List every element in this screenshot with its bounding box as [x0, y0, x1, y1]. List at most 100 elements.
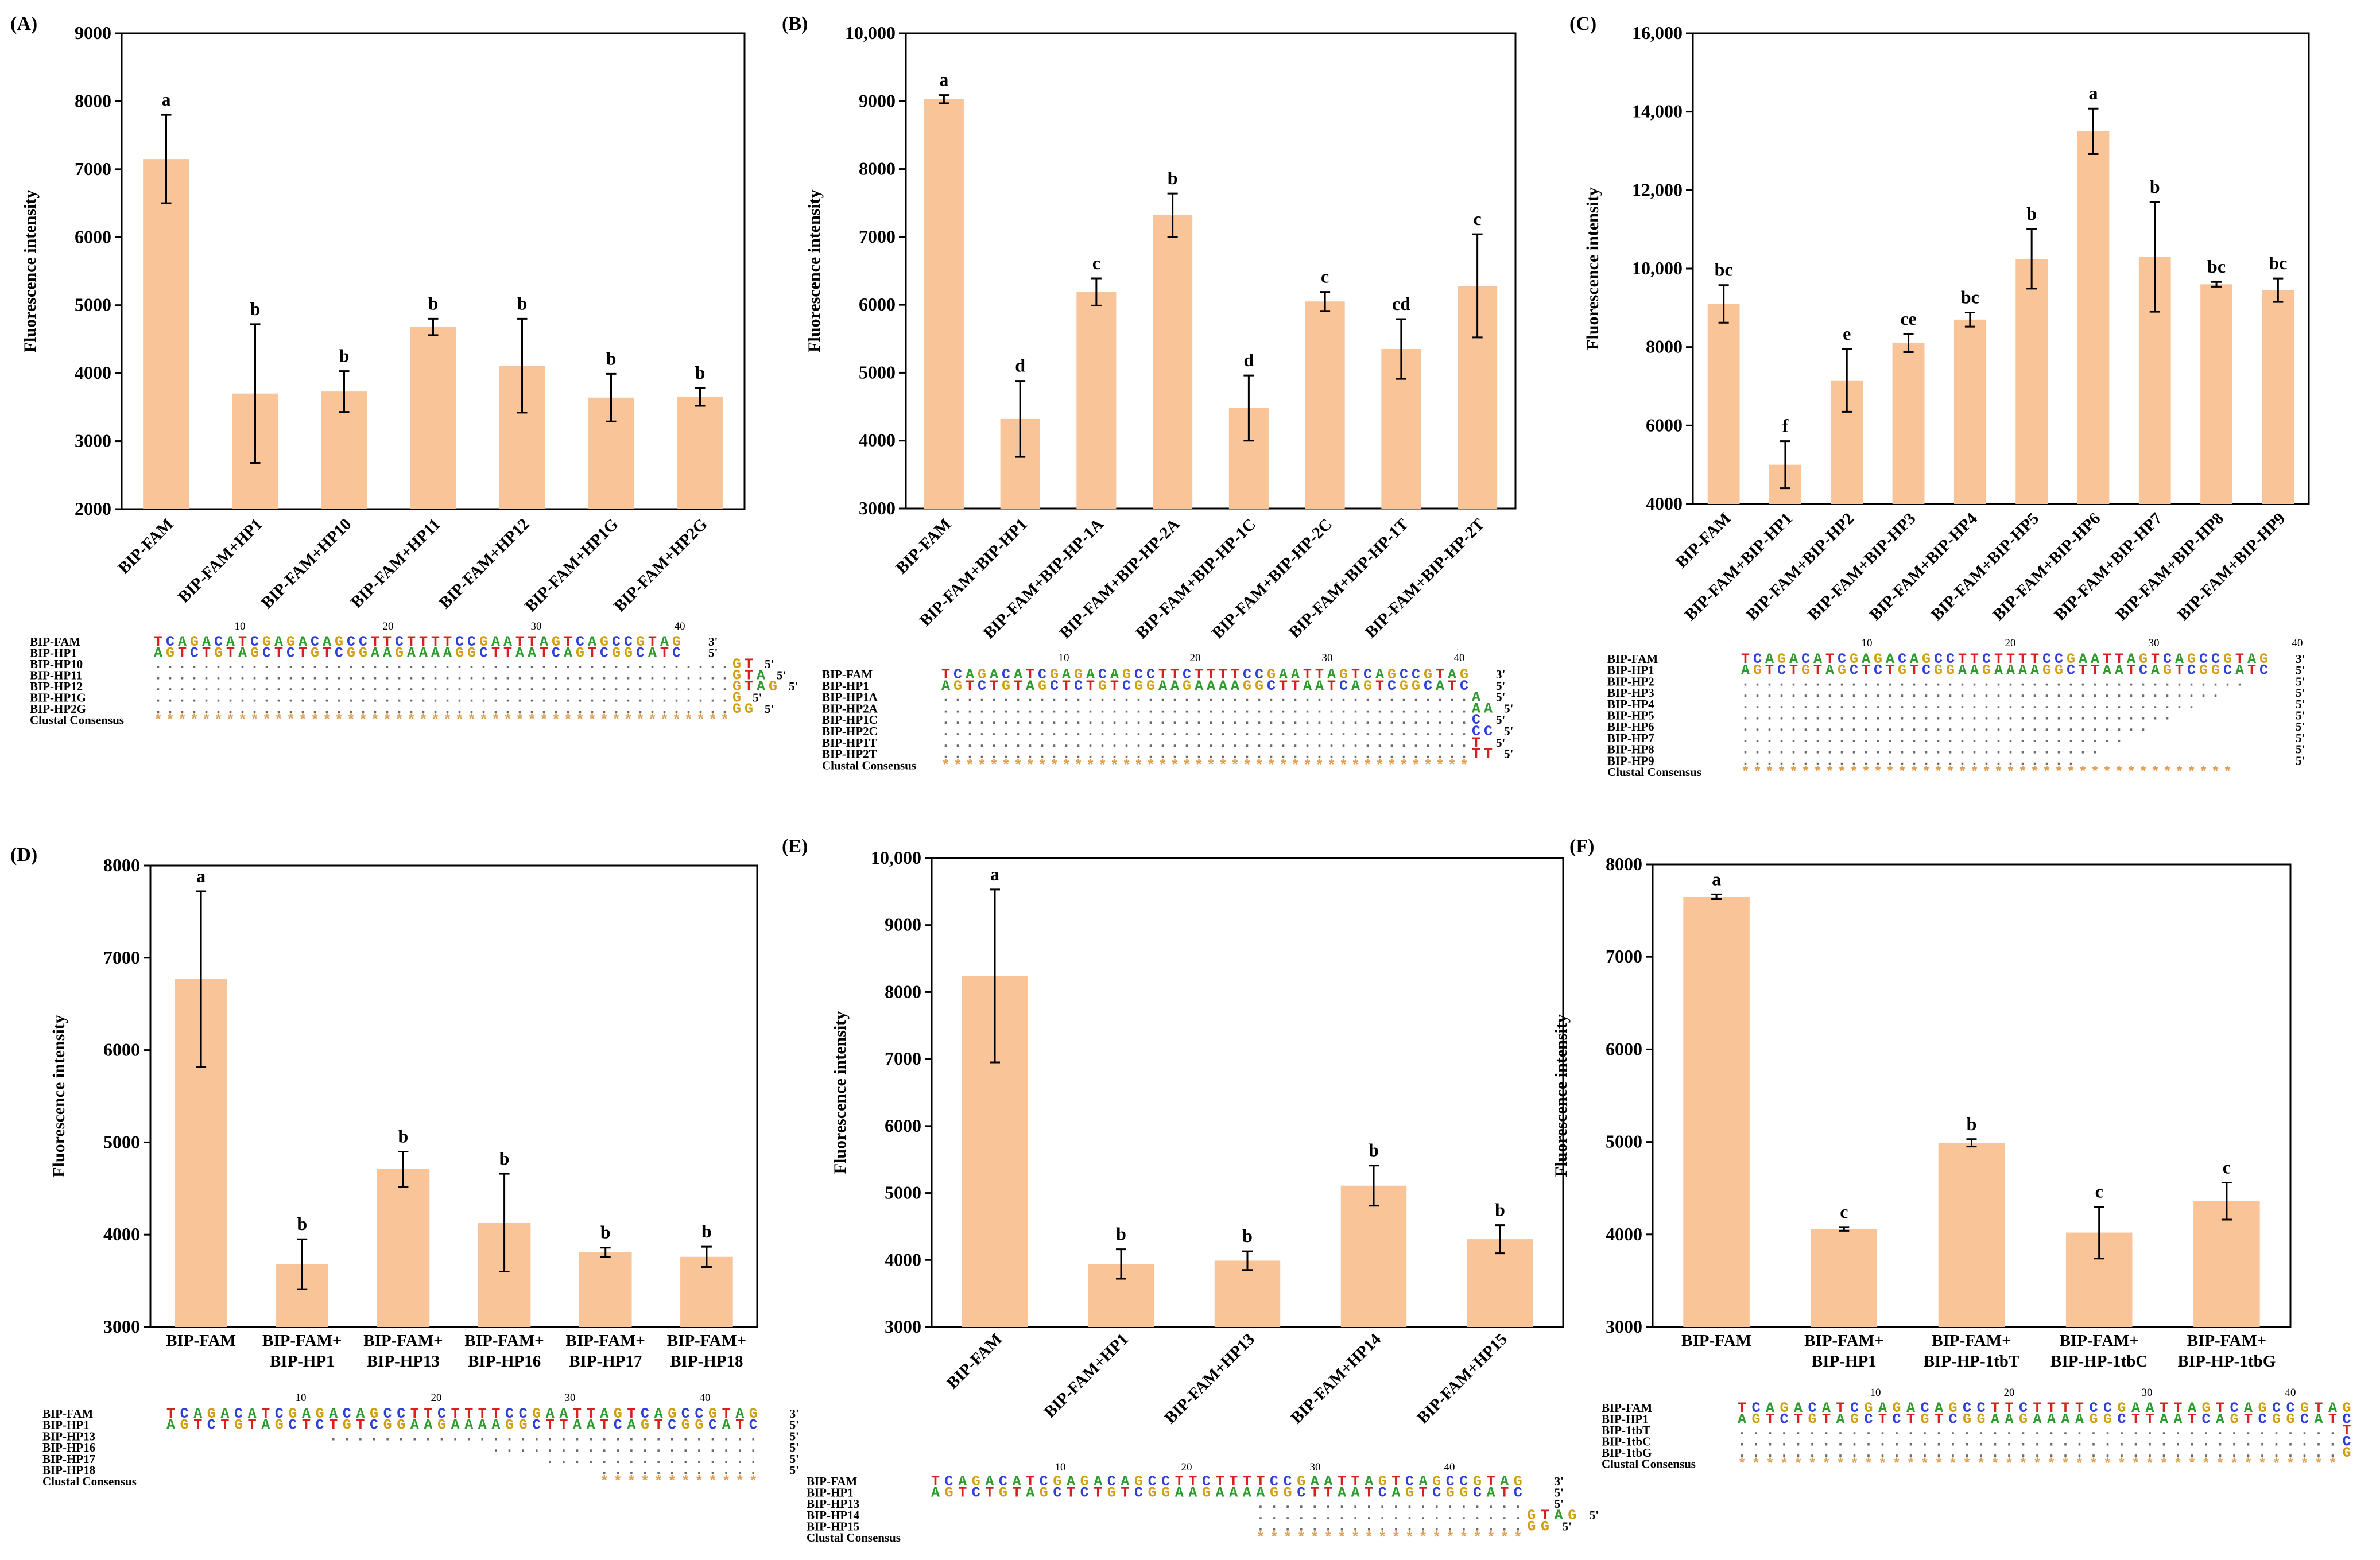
- alignment-base: *: [2131, 1456, 2140, 1473]
- alignment-base: .: [371, 690, 379, 707]
- alignment-base: C: [1080, 1485, 1089, 1501]
- alignment-base: *: [600, 1473, 608, 1490]
- category-label: BIP-FAM+ BIP-HP13: [363, 1332, 443, 1371]
- category-label: BIP-FAM+HP11: [347, 515, 444, 611]
- alignment-base: .: [299, 701, 307, 717]
- alignment-base: .: [2163, 708, 2172, 724]
- alignment-base: A: [1229, 1485, 1238, 1501]
- alignment-base: .: [2199, 685, 2208, 701]
- alignment-base: C: [1255, 666, 1263, 683]
- alignment-base: .: [286, 678, 295, 695]
- alignment-base: .: [552, 690, 560, 707]
- alignment-base: .: [250, 701, 259, 717]
- alignment-base: G: [347, 645, 355, 662]
- alignment-base: *: [1789, 764, 1798, 781]
- alignment-base: .: [532, 1439, 541, 1456]
- bar: [1707, 304, 1740, 504]
- alignment-base: .: [636, 656, 645, 673]
- category-label: BIP-FAM+HP1: [1041, 1330, 1132, 1421]
- alignment-base: .: [329, 1428, 338, 1445]
- significance-letter: c: [1840, 1201, 1848, 1222]
- alignment-base: *: [735, 1473, 744, 1490]
- alignment-base: G: [250, 645, 259, 662]
- alignment-base: *: [1412, 757, 1420, 774]
- alignment-base: .: [154, 678, 162, 695]
- category-label: BIP-FAM+BIP-HP9: [2174, 509, 2289, 624]
- alignment-base: .: [672, 668, 681, 684]
- alignment-base: .: [347, 656, 355, 673]
- alignment-base: *: [1297, 1530, 1305, 1546]
- alignment-base: .: [503, 678, 512, 695]
- alignment-base: *: [1050, 757, 1059, 774]
- category-label: BIP-FAM+BIP-HP8: [2112, 509, 2227, 624]
- alignment-base: .: [419, 678, 428, 695]
- alignment-base: T: [503, 645, 512, 662]
- alignment-base: .: [299, 656, 307, 673]
- alignment-base: *: [347, 712, 355, 729]
- panel-label: (C): [1569, 13, 1596, 34]
- alignment-base: .: [636, 668, 645, 684]
- alignment-base: *: [2315, 1456, 2323, 1473]
- alignment-base: *: [274, 712, 283, 729]
- y-axis-label: Fluorescence intensity: [805, 189, 824, 352]
- alignment-base: *: [1878, 1456, 1887, 1473]
- alignment-ruler-label: 30: [1322, 652, 1333, 664]
- category-label: BIP-FAM+BIP-HP5: [1928, 509, 2042, 624]
- alignment-base: .: [323, 690, 331, 707]
- alignment-base: .: [515, 668, 524, 684]
- alignment-base: .: [600, 701, 608, 717]
- alignment-base: .: [2139, 719, 2148, 735]
- y-tick-label: 5000: [885, 1182, 921, 1203]
- alignment-base: .: [636, 678, 645, 695]
- alignment-ruler-label: 30: [565, 1392, 576, 1404]
- alignment-base: .: [505, 1439, 514, 1456]
- alignment-base: .: [467, 701, 476, 717]
- bar: [1340, 1185, 1407, 1327]
- alignment-base: .: [370, 1428, 378, 1445]
- plot-frame: [905, 32, 1517, 510]
- bar: [1938, 1143, 2005, 1327]
- alignment-base: .: [383, 668, 392, 684]
- significance-letter: a: [162, 89, 171, 110]
- alignment-base: .: [431, 701, 440, 717]
- alignment-base: C: [2259, 662, 2268, 679]
- alignment-base: G: [1541, 1518, 1549, 1535]
- alignment-base: *: [1893, 1456, 1901, 1473]
- alignment-base: .: [660, 656, 669, 673]
- alignment-base: T: [178, 645, 187, 662]
- alignment-base: .: [410, 1428, 419, 1445]
- alignment-base: .: [238, 690, 247, 707]
- alignment-base: .: [624, 701, 633, 717]
- alignment-base: *: [2103, 1456, 2112, 1473]
- alignment-base: *: [1946, 764, 1955, 781]
- alignment-base: A: [274, 634, 283, 650]
- significance-letter: b: [2026, 203, 2037, 224]
- alignment-base: .: [335, 656, 343, 673]
- alignment-base: .: [383, 701, 392, 717]
- y-tick-label: 6000: [103, 1039, 140, 1060]
- alignment-base: .: [455, 678, 464, 695]
- alignment-base: *: [641, 1473, 649, 1490]
- category-label-line: BIP-HP1: [1812, 1352, 1877, 1371]
- bar: [1811, 1229, 1878, 1327]
- alignment-base: A: [1279, 666, 1288, 683]
- category-label: BIP-FAM: [943, 1330, 1006, 1392]
- alignment-base: T: [958, 1485, 967, 1501]
- alignment-base: A: [1110, 666, 1119, 683]
- alignment-base: .: [154, 656, 162, 673]
- alignment-row-name: Clustal Consensus: [822, 758, 916, 772]
- alignment-base: .: [190, 690, 199, 707]
- y-axis-label: Fluorescence intensity: [1583, 187, 1602, 350]
- alignment-base: *: [2006, 764, 2015, 781]
- alignment-base: A: [1062, 666, 1071, 683]
- alignment-base: *: [1935, 1456, 1943, 1473]
- alignment-base: *: [371, 712, 379, 729]
- alignment-base: *: [941, 757, 950, 774]
- alignment-base: .: [515, 701, 524, 717]
- alignment-base: G: [600, 634, 608, 650]
- alignment-base: G: [745, 701, 753, 717]
- alignment-base: T: [745, 656, 753, 673]
